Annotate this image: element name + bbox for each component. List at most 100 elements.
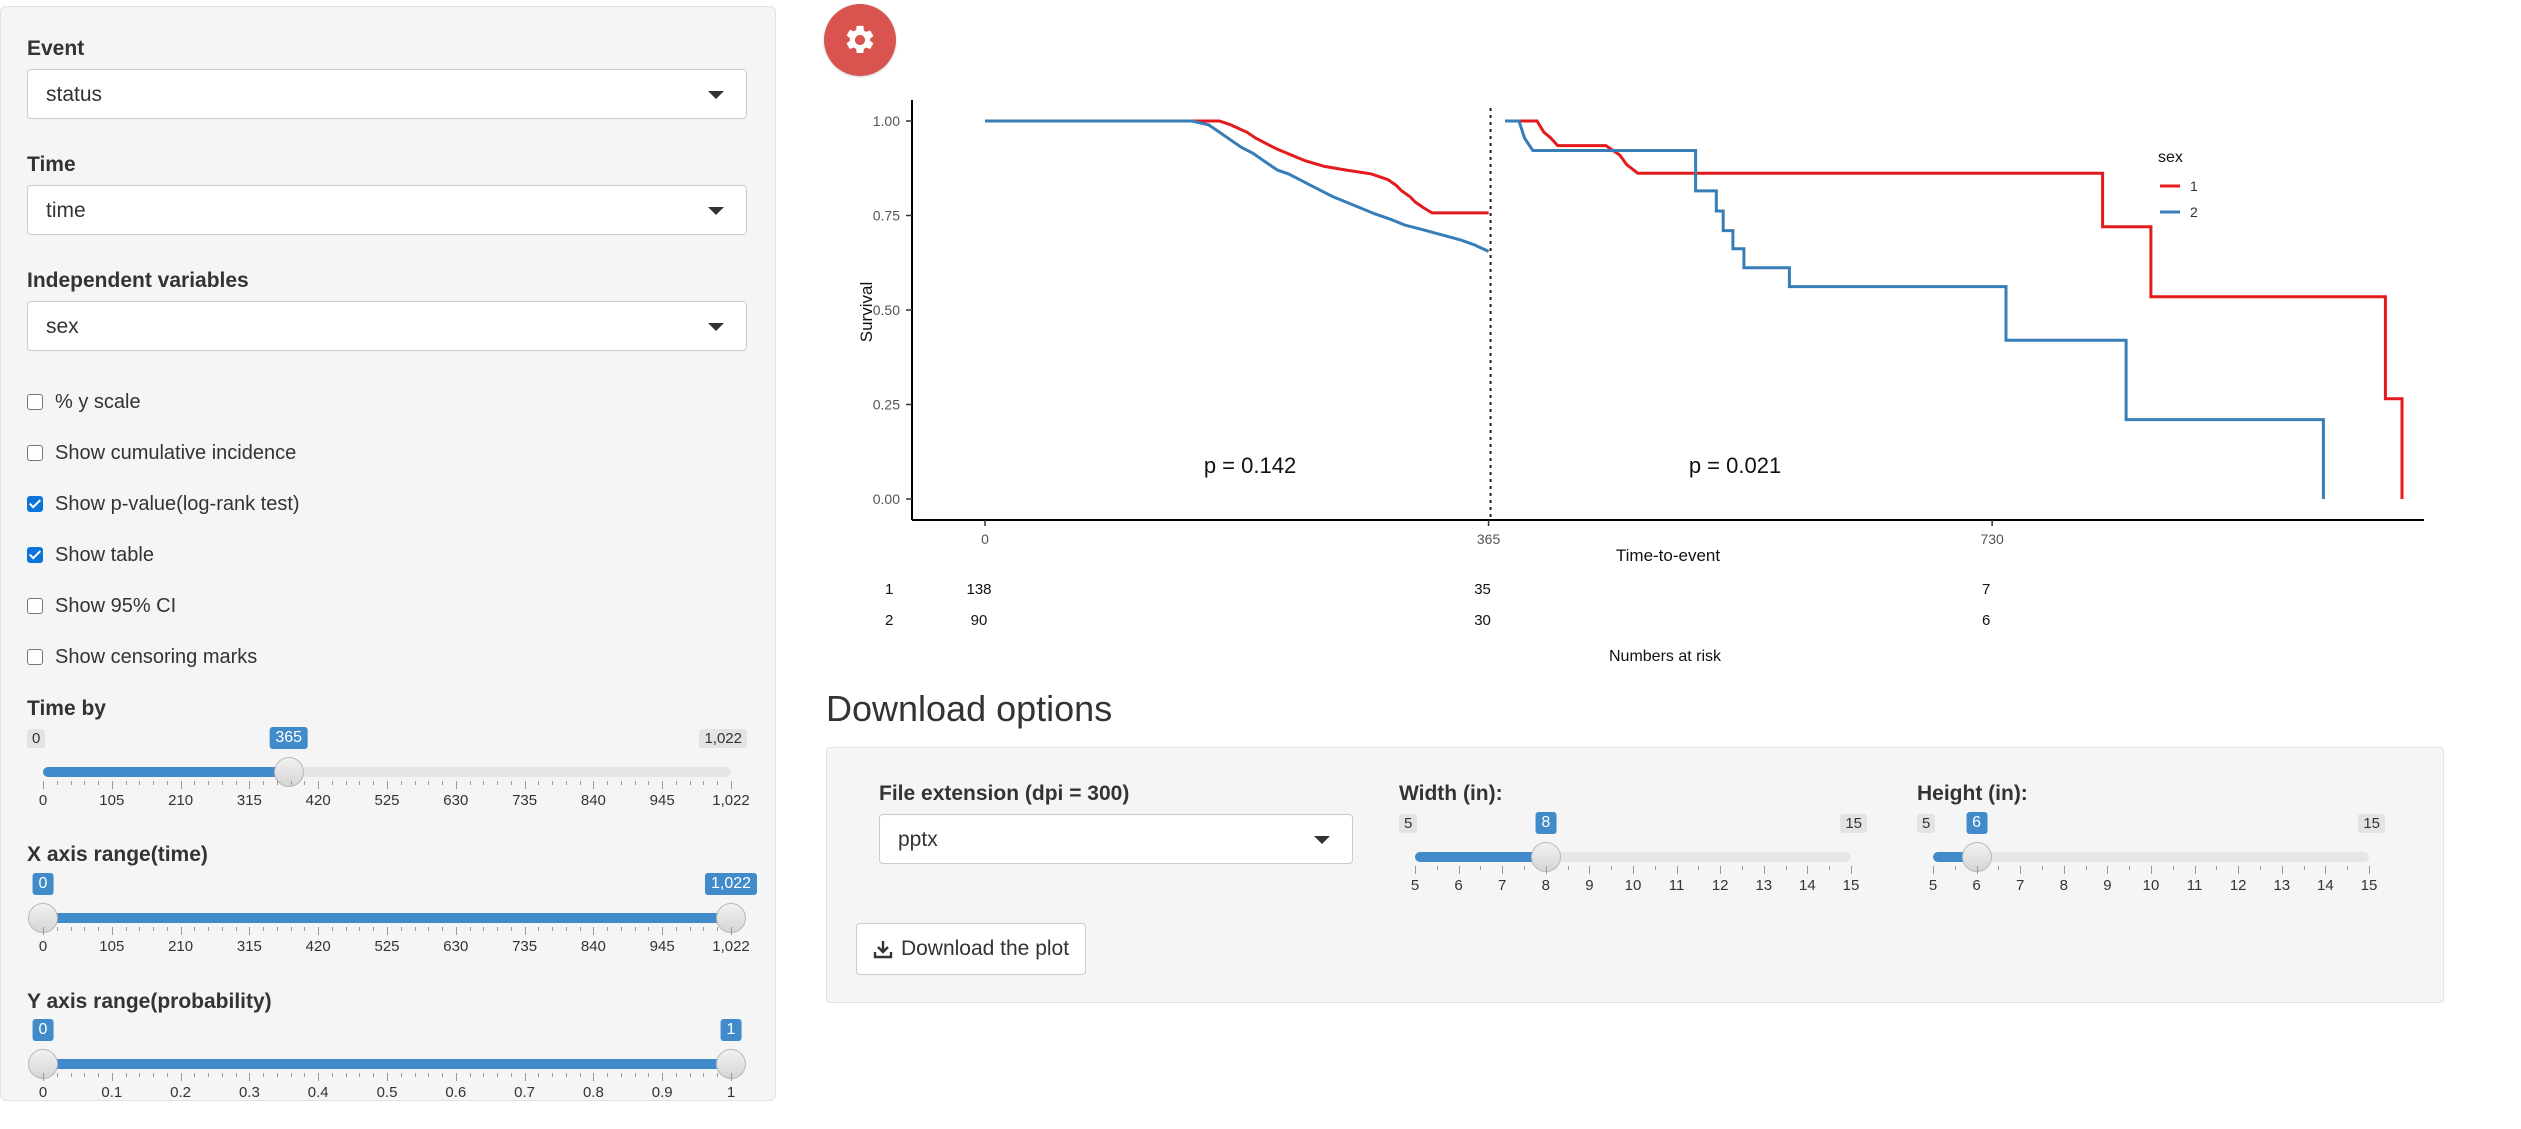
slider-minor-tick	[235, 927, 237, 931]
time-by-slider[interactable]: 0 1,022 365 0 105 210 315 420 525 630 735 840 945 1,0…	[27, 727, 750, 837]
slider-minor-tick	[359, 781, 361, 785]
slider-minor-tick	[1785, 866, 1787, 870]
x-axis-range-slider[interactable]: 0 1,022 0 105 210 315 420 525 630 735 840 945 1,022	[27, 873, 758, 983]
slider-tick-label: 105	[99, 938, 125, 955]
slider-minor-tick	[414, 1073, 416, 1077]
slider-minor-tick	[414, 781, 416, 785]
checkbox-row[interactable]: Show p-value(log-rank test)	[27, 491, 300, 517]
y-tick-label: 1.00	[873, 113, 900, 129]
slider-track[interactable]	[43, 767, 731, 777]
slider-minor-tick	[552, 927, 554, 931]
checkbox-row[interactable]: Show 95% CI	[27, 593, 176, 619]
slider-minor-tick	[373, 927, 375, 931]
slider-minor-tick	[703, 927, 705, 931]
slider-tick	[524, 781, 526, 789]
checkbox-row[interactable]: % y scale	[27, 389, 141, 415]
checkbox-row[interactable]: Show table	[27, 542, 154, 568]
slider-minor-tick	[2260, 866, 2261, 870]
slider-tick-label: 525	[374, 938, 400, 955]
slider-tick	[43, 927, 44, 935]
chevron-down-icon	[1314, 836, 1330, 844]
y-axis-range-slider[interactable]: 0 1 0 0.1 0.2 0.3 0.4 0.5 0.6 0.7 0.8 0.9 1	[27, 1019, 747, 1129]
risk-table-count: 35	[1474, 581, 1491, 598]
slider-minor-tick	[497, 927, 499, 931]
slider-minor-tick	[2216, 866, 2218, 870]
slider-tick-label: 0.3	[238, 1084, 260, 1101]
height-slider[interactable]: 5 15 6 5 6 7 8 9 10 11 12 13 14 15	[1917, 812, 2385, 922]
slider-track[interactable]	[1933, 852, 2369, 862]
checkbox[interactable]	[27, 445, 43, 461]
slider-minor-tick	[139, 927, 141, 931]
slider-minor-tick	[56, 927, 58, 931]
slider-minor-tick	[221, 927, 223, 931]
checkbox[interactable]	[27, 496, 43, 512]
slider-minor-tick	[153, 781, 155, 785]
slider-tick-label: 1,022	[712, 792, 750, 809]
slider-max-label: 15	[1840, 814, 1867, 833]
slider-minor-tick	[153, 1073, 155, 1077]
slider-minor-tick	[428, 927, 430, 931]
slider-minor-tick	[125, 1073, 127, 1077]
slider-minor-tick	[194, 781, 196, 785]
slider-tick-label: 13	[2273, 877, 2291, 894]
checkbox[interactable]	[27, 649, 43, 665]
slider-tick-label: 8	[2059, 877, 2068, 894]
slider-handle[interactable]	[273, 757, 304, 787]
checkbox-label: Show censoring marks	[55, 645, 258, 668]
slider-minor-tick	[125, 781, 127, 785]
settings-button[interactable]	[824, 4, 896, 76]
checkbox-label: Show table	[55, 543, 154, 566]
slider-minor-tick	[276, 1073, 278, 1077]
slider-minor-tick	[1480, 866, 1482, 870]
slider-max-label: 1,022	[699, 729, 747, 748]
survival-curve-series-2	[985, 119, 1490, 253]
download-plot-label: Download the plot	[900, 937, 1070, 960]
slider-tick-label: 8	[1541, 877, 1550, 894]
slider-tick-label: 630	[443, 938, 469, 955]
slider-minor-tick	[331, 927, 333, 931]
slider-tick	[180, 781, 182, 789]
height-label: Height (in):	[1917, 782, 2028, 805]
slider-tick-label: 0.1	[101, 1084, 123, 1101]
independent-variables-select[interactable]: sex	[27, 301, 747, 351]
event-select[interactable]: status	[27, 69, 747, 119]
slider-tick-label: 210	[168, 938, 194, 955]
checkbox[interactable]	[27, 394, 43, 410]
slider-tick-label: 315	[236, 938, 262, 955]
slider-tick-label: 15	[2360, 877, 2378, 894]
download-plot-button[interactable]: Download the plot	[856, 923, 1086, 975]
slider-minor-tick	[304, 927, 306, 931]
y-tick-label: 0.75	[873, 208, 900, 224]
file-extension-value: pptx	[898, 828, 938, 851]
slider-to-bubble: 1	[720, 1019, 742, 1041]
slider-tick	[111, 781, 113, 789]
slider-tick-label: 0.2	[170, 1084, 192, 1101]
slider-minor-tick	[634, 927, 636, 931]
checkbox-row[interactable]: Show cumulative incidence	[27, 440, 296, 466]
slider-minor-tick	[483, 781, 485, 785]
slider-minor-tick	[469, 1073, 471, 1077]
slider-minor-tick	[538, 927, 540, 931]
legend-label: 2	[2190, 204, 2198, 220]
slider-minor-tick	[469, 927, 471, 931]
file-extension-select[interactable]: pptx	[879, 814, 1353, 864]
slider-tick	[318, 781, 320, 789]
slider-minor-tick	[717, 781, 719, 785]
chevron-down-icon	[708, 323, 724, 331]
slider-minor-tick	[442, 1073, 444, 1077]
slider-minor-tick	[166, 927, 168, 931]
checkbox[interactable]	[27, 547, 43, 563]
gear-icon	[846, 25, 874, 54]
slider-minor-tick	[98, 1073, 100, 1077]
slider-minor-tick	[208, 1073, 210, 1077]
slider-tick	[2325, 866, 2327, 874]
slider-minor-tick	[483, 1073, 485, 1077]
time-select[interactable]: time	[27, 185, 747, 235]
slider-minor-tick	[400, 927, 402, 931]
slider-minor-tick	[607, 1073, 609, 1077]
checkbox-row[interactable]: Show censoring marks	[27, 644, 257, 670]
width-slider[interactable]: 5 15 8 5 6 7 8 9 10 11 12 13 14 15	[1399, 812, 1867, 922]
slider-tick	[1763, 866, 1765, 874]
checkbox[interactable]	[27, 598, 43, 614]
slider-track[interactable]	[1415, 852, 1851, 862]
